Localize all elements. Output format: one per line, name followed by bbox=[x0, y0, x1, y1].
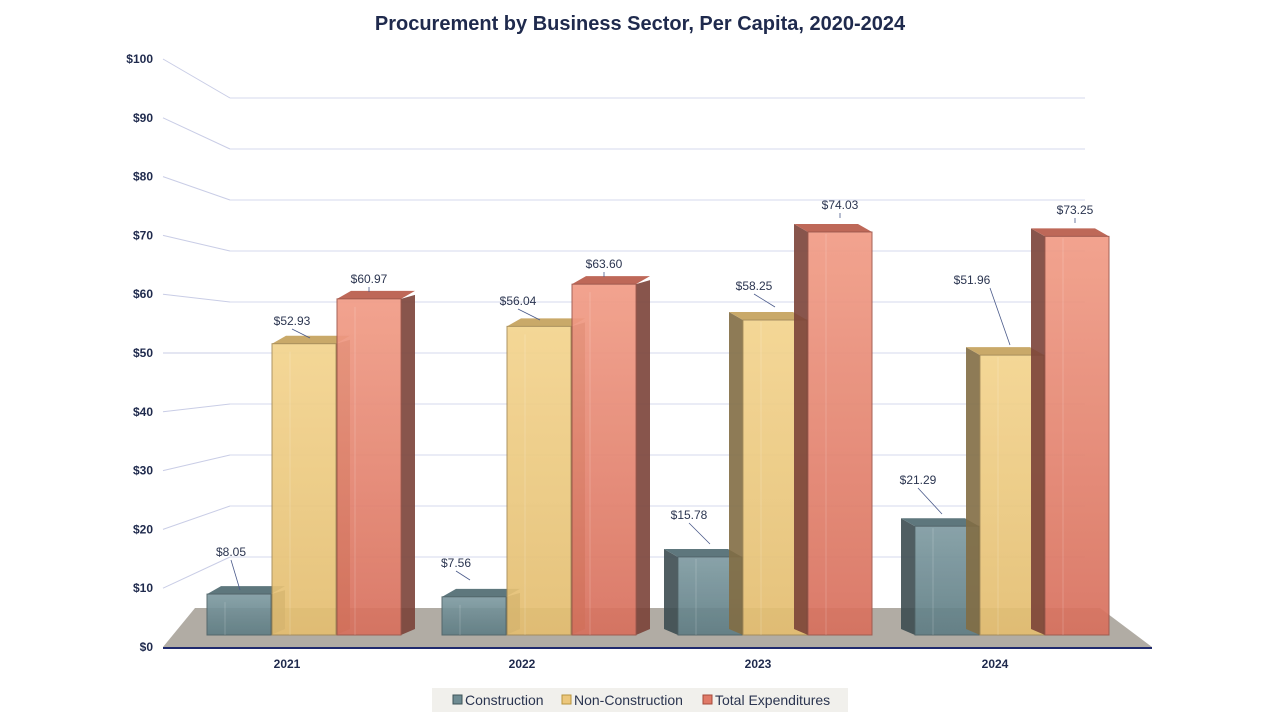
leader-line bbox=[917, 487, 943, 515]
bar-front-construction-2022 bbox=[441, 596, 507, 636]
bar-side-total-expenditures-2022 bbox=[636, 280, 650, 635]
bar-side-total-expenditures-2021 bbox=[401, 294, 415, 635]
data-label-construction-2021: $8.05 bbox=[216, 545, 246, 559]
bar-side-construction-2024 bbox=[901, 518, 915, 635]
bar-top-non-construction-2022 bbox=[507, 318, 585, 327]
bar-total-expenditures-2021[interactable] bbox=[336, 290, 415, 636]
data-label-total-expenditures-2022: $63.60 bbox=[586, 257, 623, 271]
chart-title: Procurement by Business Sector, Per Capi… bbox=[375, 13, 906, 35]
bar-top-construction-2024 bbox=[901, 518, 979, 527]
bar-side-construction-2023 bbox=[664, 548, 678, 635]
x-tick-label-2021: 2021 bbox=[274, 657, 301, 671]
leader-line bbox=[753, 293, 776, 308]
y-tick-label: $90 bbox=[133, 111, 153, 125]
gridline-diagonal bbox=[162, 454, 231, 472]
y-tick-label: $70 bbox=[133, 228, 153, 242]
gridline-diagonal bbox=[162, 176, 231, 201]
y-axis: $0 $10 $20 $30 $40 $50 $60 $70 $80 $90 $100 bbox=[126, 52, 153, 654]
gridline-diagonal bbox=[162, 58, 231, 99]
legend-swatch-construction bbox=[452, 694, 463, 705]
gridline-diagonal bbox=[162, 556, 231, 589]
leader-line bbox=[688, 522, 711, 545]
bar-total-expenditures-2022[interactable] bbox=[571, 276, 650, 636]
bars bbox=[206, 224, 1110, 636]
leader-line bbox=[230, 559, 241, 591]
gridline-diagonal bbox=[162, 403, 231, 413]
bar-front-total-expenditures-2024 bbox=[1044, 235, 1110, 636]
bar-top-construction-2021 bbox=[207, 586, 285, 595]
bar-front-total-expenditures-2022 bbox=[571, 283, 637, 636]
data-label-non-construction-2023: $58.25 bbox=[736, 279, 773, 293]
legend-swatch-total-expenditures bbox=[702, 694, 713, 705]
data-label-non-construction-2024: $51.96 bbox=[954, 273, 991, 287]
bar-side-total-expenditures-2024 bbox=[1031, 228, 1045, 635]
legend-swatch-non-construction bbox=[561, 694, 572, 705]
bar-top-total-expenditures-2022 bbox=[572, 276, 650, 285]
data-label-non-construction-2021: $52.93 bbox=[274, 314, 311, 328]
data-label-construction-2022: $7.56 bbox=[441, 556, 471, 570]
legend-label-non-construction[interactable]: Non-Construction bbox=[574, 692, 683, 708]
y-tick-label: $10 bbox=[133, 581, 153, 595]
bar-top-non-construction-2023 bbox=[729, 312, 807, 321]
gridline-diagonal bbox=[162, 505, 231, 530]
x-tick-label-2023: 2023 bbox=[745, 657, 772, 671]
data-label-construction-2023: $15.78 bbox=[671, 508, 708, 522]
bar-front-construction-2021 bbox=[206, 593, 272, 636]
bar-top-total-expenditures-2023 bbox=[794, 224, 872, 232]
legend-label-construction[interactable]: Construction bbox=[465, 692, 544, 708]
bar-top-construction-2022 bbox=[442, 588, 520, 597]
data-label-total-expenditures-2023: $74.03 bbox=[822, 198, 859, 212]
y-tick-label: $30 bbox=[133, 464, 153, 478]
leader-line bbox=[989, 287, 1011, 346]
gridline-diagonal bbox=[162, 117, 231, 150]
x-tick-label-2022: 2022 bbox=[509, 657, 536, 671]
leader-line bbox=[291, 328, 311, 339]
x-tick-label-2024: 2024 bbox=[982, 657, 1009, 671]
data-label-non-construction-2022: $56.04 bbox=[500, 294, 537, 308]
data-label-total-expenditures-2021: $60.97 bbox=[351, 272, 388, 286]
bar-top-total-expenditures-2021 bbox=[337, 290, 415, 299]
y-tick-label: $20 bbox=[133, 522, 153, 536]
data-label-construction-2024: $21.29 bbox=[900, 473, 937, 487]
gridline-diagonal bbox=[162, 293, 231, 303]
bar-top-non-construction-2024 bbox=[966, 347, 1044, 356]
gridline-diagonal bbox=[162, 234, 231, 252]
y-tick-label: $60 bbox=[133, 287, 153, 301]
bar-side-non-construction-2023 bbox=[729, 312, 743, 635]
bar-top-construction-2023 bbox=[664, 548, 742, 557]
bar-front-total-expenditures-2023 bbox=[807, 231, 873, 636]
legend: Construction Non-Construction Total Expe… bbox=[432, 688, 848, 712]
bar-top-total-expenditures-2024 bbox=[1031, 228, 1109, 237]
legend-background bbox=[432, 688, 848, 712]
y-tick-label: $40 bbox=[133, 405, 153, 419]
bar-total-expenditures-2023[interactable] bbox=[794, 224, 873, 636]
bar-side-total-expenditures-2023 bbox=[794, 224, 808, 635]
data-label-total-expenditures-2024: $73.25 bbox=[1057, 203, 1094, 217]
x-axis: 2021 2022 2023 2024 bbox=[274, 657, 1009, 671]
bar-front-total-expenditures-2021 bbox=[336, 298, 402, 636]
y-tick-label: $50 bbox=[133, 346, 153, 360]
bar-front-non-construction-2021 bbox=[271, 343, 337, 636]
legend-label-total-expenditures[interactable]: Total Expenditures bbox=[715, 692, 830, 708]
leader-line bbox=[517, 308, 541, 321]
bar-side-non-construction-2024 bbox=[966, 347, 980, 635]
y-tick-label: $0 bbox=[140, 640, 154, 654]
y-tick-label: $100 bbox=[126, 52, 153, 66]
data-labels: $8.05 $52.93 $60.97 $7.56 $56.04 $63.60 $15.78… bbox=[216, 198, 1094, 591]
leader-line bbox=[455, 570, 471, 581]
bar-total-expenditures-2024[interactable] bbox=[1031, 228, 1110, 636]
bar-top-non-construction-2021 bbox=[272, 335, 350, 344]
y-tick-label: $80 bbox=[133, 170, 153, 184]
bar-front-non-construction-2022 bbox=[506, 325, 572, 636]
